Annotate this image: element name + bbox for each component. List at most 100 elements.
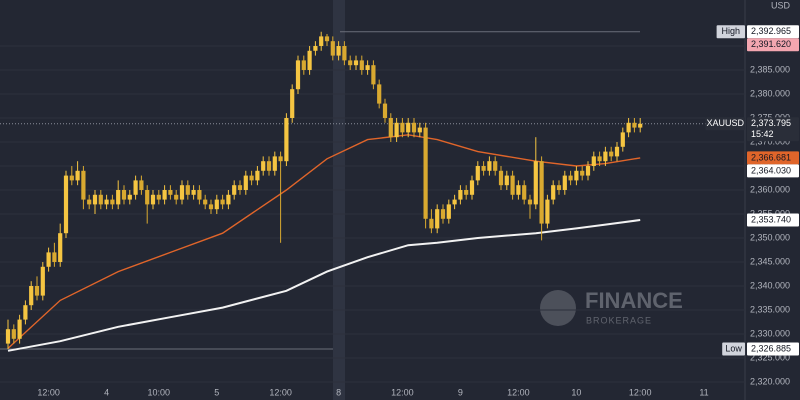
y-tick-label: 2,330.000 (750, 328, 790, 338)
badge-tag (722, 342, 745, 356)
candle-body (249, 175, 254, 181)
candle-body (493, 161, 498, 171)
price-badge (747, 25, 799, 39)
price-badge-label: 2,391.620 (751, 39, 791, 49)
candle-body (394, 122, 399, 138)
candle-body (17, 319, 22, 339)
y-tick-label: 2,380.000 (750, 88, 790, 98)
y-tick-label: 2,320.000 (750, 376, 790, 386)
candle-body (75, 170, 80, 181)
candle-body (174, 194, 179, 200)
price-badge-label: 2,326.885 (751, 343, 791, 353)
candle-body (539, 161, 544, 224)
candle-body (487, 161, 492, 171)
candle-body (40, 266, 45, 296)
candle-body (580, 170, 585, 176)
candle-body (319, 36, 324, 46)
candle-body (377, 84, 382, 104)
candle-body (243, 175, 248, 190)
candle-body (568, 175, 573, 181)
candle-body (11, 329, 16, 339)
candle-body (255, 170, 260, 181)
price-badge (747, 151, 799, 165)
candle-body (406, 122, 411, 133)
candle-body (23, 305, 28, 320)
moving-average (7, 134, 641, 349)
candle-body (632, 122, 637, 128)
candle-body (185, 185, 190, 195)
x-tick-label: 10 (571, 387, 581, 397)
x-tick-label: 10:00 (148, 387, 171, 397)
badge-tag-label: High (722, 26, 741, 36)
candle-body (226, 194, 231, 205)
crosshair-band (333, 0, 345, 400)
x-tick-label: 8 (336, 387, 341, 397)
candle-body (429, 218, 434, 229)
candle-body (551, 185, 556, 200)
candle-body (620, 132, 625, 147)
candle-body (104, 199, 109, 205)
candle-body (168, 189, 173, 195)
y-tick-label: 2,335.000 (750, 304, 790, 314)
candle-body (150, 194, 156, 205)
candle-body (597, 156, 602, 162)
candle-body (585, 165, 591, 176)
candle-body (191, 189, 196, 195)
candle-body (261, 161, 266, 171)
candle-body (440, 209, 446, 219)
candle-body (121, 189, 127, 200)
candle-body (313, 45, 318, 51)
candle-body (638, 123, 643, 128)
y-tick-label: 2,340.000 (750, 280, 790, 290)
candle-body (214, 199, 219, 210)
candle-body (458, 189, 463, 200)
candle-body (609, 151, 614, 157)
candle-body (371, 65, 376, 85)
x-tick-label: 12:00 (507, 387, 530, 397)
candle-body (63, 175, 69, 234)
currency: USD (771, 0, 791, 10)
candle-body (58, 233, 63, 262)
candle-body (527, 199, 533, 205)
candle-body (353, 60, 359, 66)
candle-body (81, 170, 86, 200)
candle-body (469, 180, 475, 195)
price-badge (747, 164, 799, 178)
candle-body (464, 189, 469, 195)
price-badge-label: 2,392.965 (751, 26, 791, 36)
candle-body (5, 329, 11, 344)
moving-average (7, 219, 641, 352)
candle-body (435, 209, 440, 229)
candle-body (203, 199, 208, 205)
countdown: 15:42 (751, 129, 774, 139)
candle-body (301, 60, 306, 70)
candle-body (504, 175, 509, 186)
price-badge (747, 342, 799, 356)
candle-body (69, 175, 74, 181)
candle-body (179, 185, 185, 200)
candle-body (110, 199, 115, 205)
candle-body (307, 50, 312, 70)
candle-body (133, 180, 138, 195)
candle-body (324, 36, 330, 42)
candle-body (127, 194, 132, 200)
y-tick-label: 2,355.000 (750, 208, 790, 218)
badge-tag (705, 117, 745, 131)
candle-body (359, 60, 364, 70)
candle-body (411, 122, 417, 133)
badge-tag-label: Low (725, 343, 742, 353)
price-badge-label: 2,373.795 (751, 118, 791, 128)
candle-body (87, 199, 92, 205)
candle-body (342, 45, 347, 61)
x-tick-label: 12:00 (629, 387, 652, 397)
candle-body (481, 165, 486, 171)
candle-body (156, 194, 161, 200)
candle-body (330, 41, 335, 56)
price-badge-label: 2,366.681 (751, 152, 791, 162)
watermark-logo (540, 290, 576, 326)
candle-body (145, 189, 150, 205)
candle-body (29, 285, 34, 306)
y-tick-label: 2,370.000 (750, 136, 790, 146)
